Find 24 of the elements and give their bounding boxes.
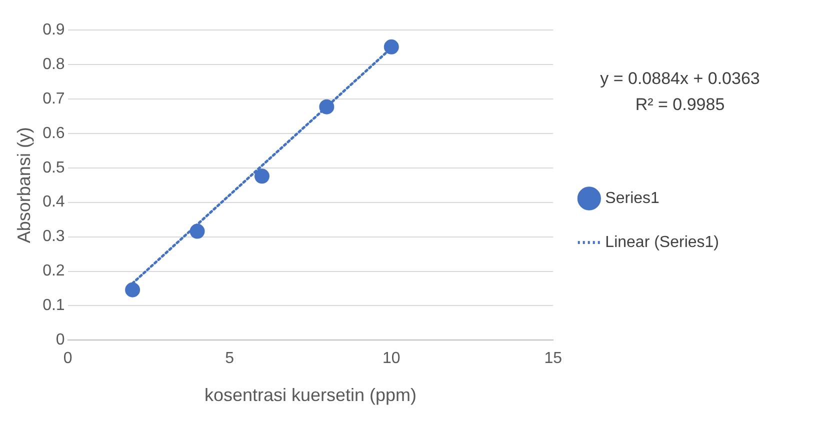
point <box>384 39 399 54</box>
y-tick-label: 0.9 <box>42 21 65 38</box>
legend-label: Linear (Series1) <box>605 234 719 251</box>
text: R² = 0.9985 <box>634 94 726 116</box>
x-tick-label: 5 <box>225 350 234 368</box>
y-tick-label: 0.3 <box>42 228 65 246</box>
y-tick-label: 0.2 <box>42 262 65 280</box>
x-tick-label: 15 <box>544 350 562 368</box>
point <box>254 168 270 184</box>
point <box>319 99 334 114</box>
legend-label: Series1 <box>605 190 660 207</box>
y-axis-title: Absorbansi (y) <box>14 127 34 244</box>
y-tick-label: 0.8 <box>42 56 65 73</box>
y-tick-label: 0.5 <box>42 159 65 176</box>
y-tick-label: 0.6 <box>42 124 65 142</box>
x-tick-label: 10 <box>382 350 400 368</box>
y-tick-label: 0.7 <box>42 90 65 108</box>
y-tick-label: 0.4 <box>42 194 65 211</box>
point <box>190 224 205 239</box>
x-axis-title: kosentrasi kuersetin (ppm) <box>204 385 417 406</box>
point <box>125 282 140 298</box>
text: y = 0.0884x + 0.0363 <box>599 68 761 90</box>
y-tick-label: 0.1 <box>42 297 65 314</box>
y-tick-label: 0 <box>56 332 65 349</box>
